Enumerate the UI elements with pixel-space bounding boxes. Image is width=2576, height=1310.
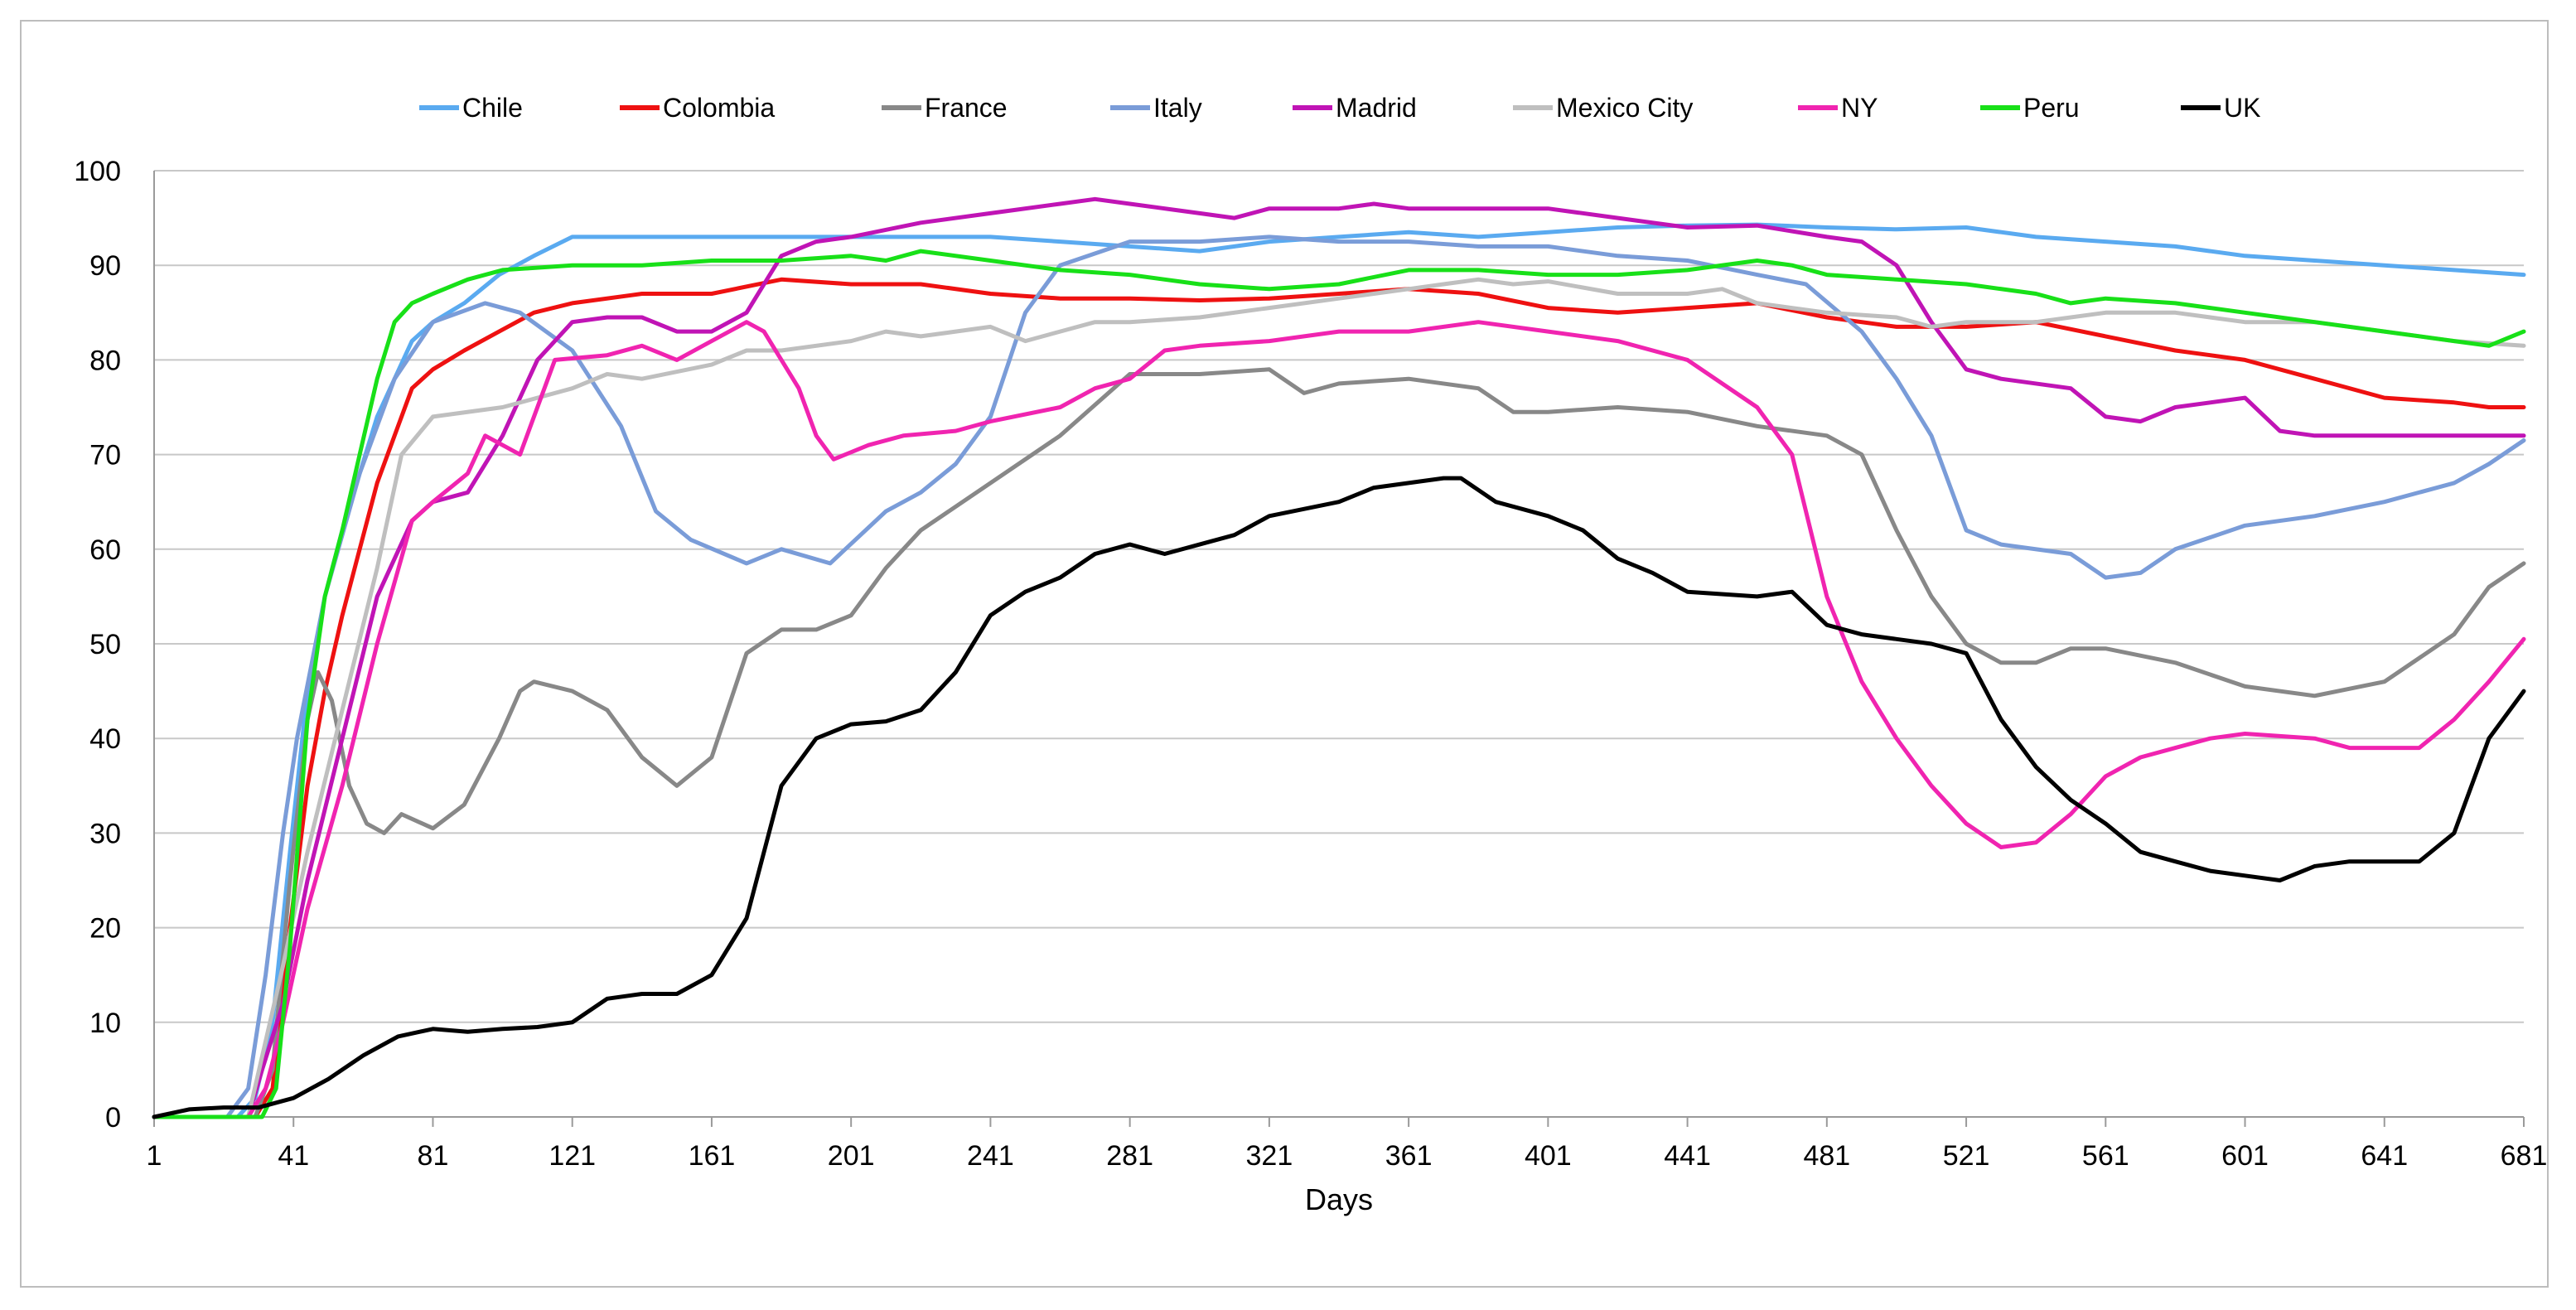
- x-tick-label: 201: [828, 1140, 875, 1172]
- x-tick-label: 481: [1803, 1140, 1850, 1172]
- legend-item: UK: [2181, 93, 2260, 123]
- y-tick-label: 60: [89, 534, 121, 566]
- x-tick-label: 81: [418, 1140, 449, 1172]
- y-tick-label: 20: [89, 913, 121, 945]
- x-tick-label: 561: [2082, 1140, 2129, 1172]
- line-chart: 0 10 20 30 40 50 60 70 80 90 100 1 41 81 121 161 201 241…: [74, 93, 2548, 1216]
- x-tick-label: 401: [1525, 1140, 1572, 1172]
- legend-label: Italy: [1153, 93, 1202, 123]
- x-tick-label: 241: [967, 1140, 1014, 1172]
- y-tick-label: 30: [89, 818, 121, 849]
- legend-label: Mexico City: [1556, 93, 1693, 123]
- series-line-colombia: [152, 277, 2526, 1119]
- x-axis-ticks: 1 41 81 121 161 201 241 281 321 361 401 441 481 521 56…: [147, 1117, 2548, 1172]
- y-tick-label: 10: [89, 1008, 121, 1039]
- x-axis-title: Days: [1305, 1182, 1373, 1216]
- y-tick-label: 0: [105, 1102, 121, 1134]
- x-tick-label: 1: [147, 1140, 162, 1172]
- y-tick-label: 90: [89, 250, 121, 282]
- series-line-ny: [152, 320, 2526, 1119]
- legend-item: Italy: [1110, 93, 1202, 123]
- x-tick-label: 681: [2501, 1140, 2548, 1172]
- x-tick-label: 441: [1664, 1140, 1711, 1172]
- x-tick-label: 641: [2361, 1140, 2408, 1172]
- y-tick-label: 40: [89, 723, 121, 755]
- series-line-madrid: [152, 196, 2526, 1119]
- series-line-uk: [152, 476, 2526, 1119]
- legend-item: NY: [1798, 93, 1878, 123]
- legend-item: Colombia: [620, 93, 775, 123]
- x-tick-label: 161: [689, 1140, 736, 1172]
- y-tick-label: 100: [74, 156, 121, 187]
- series-line-mexico-city: [152, 277, 2526, 1119]
- legend-item: Madrid: [1293, 93, 1417, 123]
- legend: Chile Colombia France Italy Madrid Mexico Cit…: [419, 93, 2260, 123]
- series-line-chile: [152, 222, 2526, 1119]
- x-tick-label: 521: [1943, 1140, 1990, 1172]
- series-line-peru: [152, 249, 2526, 1119]
- legend-item: Peru: [1980, 93, 2080, 123]
- x-tick-label: 41: [278, 1140, 309, 1172]
- y-tick-label: 50: [89, 629, 121, 660]
- legend-item: France: [882, 93, 1008, 123]
- series-line-italy: [152, 234, 2526, 1119]
- legend-label: France: [925, 93, 1008, 123]
- x-tick-label: 281: [1106, 1140, 1153, 1172]
- y-tick-label: 70: [89, 440, 121, 471]
- legend-item: Chile: [419, 93, 523, 123]
- legend-label: Peru: [2023, 93, 2080, 123]
- x-tick-label: 601: [2221, 1140, 2269, 1172]
- legend-label: UK: [2224, 93, 2260, 123]
- legend-item: Mexico City: [1513, 93, 1693, 123]
- chart-frame: 0 10 20 30 40 50 60 70 80 90 100 1 41 81 121 161 201 241…: [20, 20, 2549, 1288]
- series-line-france: [152, 367, 2526, 1119]
- gridlines: [153, 170, 2524, 1118]
- legend-label: Madrid: [1336, 93, 1417, 123]
- y-axis-ticks: 0 10 20 30 40 50 60 70 80 90 100: [74, 156, 121, 1134]
- x-tick-label: 321: [1246, 1140, 1293, 1172]
- legend-label: Chile: [462, 93, 523, 123]
- legend-label: Colombia: [663, 93, 775, 123]
- series-lines: [152, 196, 2526, 1119]
- legend-label: NY: [1841, 93, 1878, 123]
- x-tick-label: 121: [549, 1140, 596, 1172]
- x-tick-label: 361: [1385, 1140, 1433, 1172]
- y-tick-label: 80: [89, 345, 121, 376]
